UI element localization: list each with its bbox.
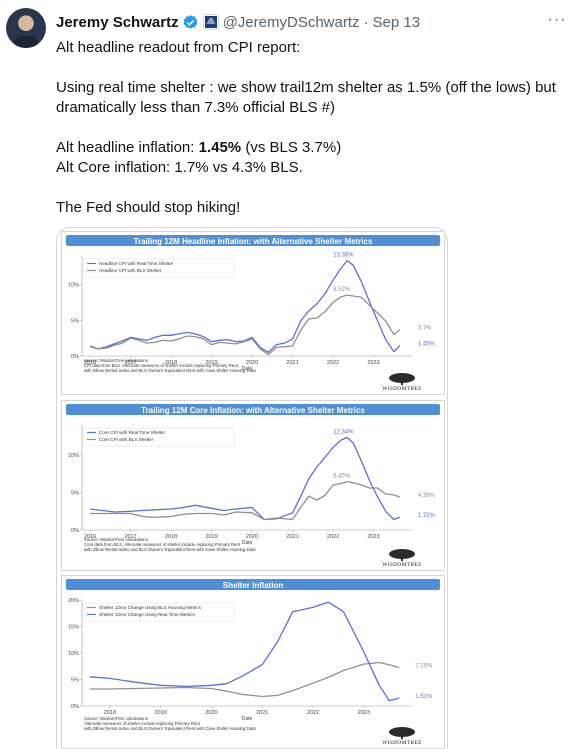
more-options-icon[interactable]: ··· bbox=[545, 9, 569, 31]
tweet-media[interactable]: Trailing 12M Headline Inflation: with Al… bbox=[56, 227, 448, 749]
chart-title: Shelter Inflation bbox=[223, 581, 284, 590]
y-tick-label: 5% bbox=[71, 491, 79, 497]
tweet-line: Using real time shelter : we show trail1… bbox=[56, 78, 571, 118]
data-label: 6.45% bbox=[333, 474, 351, 480]
source-note: with Zillow Rental Index and BLS Owners'… bbox=[84, 368, 256, 373]
y-tick-label: 0% bbox=[71, 354, 79, 360]
legend-label: Core CPI with BLS Shelter bbox=[99, 437, 154, 442]
author-name[interactable]: Jeremy Schwartz bbox=[56, 14, 179, 31]
tweet-line: The Fed should stop hiking! bbox=[56, 198, 571, 218]
data-label: 4.39% bbox=[418, 493, 436, 499]
tweet-line-bold: 1.45% bbox=[199, 139, 242, 156]
tweet-line: Alt headline readout from CPI report: bbox=[56, 38, 571, 58]
y-tick-label: 10% bbox=[68, 453, 79, 459]
y-tick-label: 10% bbox=[68, 651, 79, 657]
data-label: 8.52% bbox=[333, 287, 351, 293]
logo-text: WISDOMTREE bbox=[382, 562, 422, 568]
legend-label: Shelter 12mo Change Using BLS Housing Me… bbox=[99, 605, 202, 610]
series-line-2 bbox=[90, 482, 400, 520]
y-tick-label: 5% bbox=[71, 678, 79, 684]
source-note: with Zillow Rental Index and BLS Owners'… bbox=[84, 726, 256, 731]
x-tick-label: 2020 bbox=[205, 710, 217, 716]
logo-trunk bbox=[401, 735, 403, 739]
y-tick-label: 20% bbox=[68, 598, 79, 604]
logo-trunk bbox=[401, 381, 403, 385]
tweet-line: Alt Core inflation: 1.7% vs 4.3% BLS. bbox=[56, 158, 571, 178]
y-tick-label: 0% bbox=[71, 528, 79, 534]
legend-label: Headline CPI with Real Time Shelter bbox=[99, 261, 174, 266]
tweet-text: Alt headline readout from CPI report: Us… bbox=[56, 38, 571, 218]
chart-core: Trailing 12M Core Inflation: with Altern… bbox=[62, 401, 444, 570]
x-tick-label: 2022 bbox=[327, 534, 339, 540]
author-handle[interactable]: @JeremyDSchwartz bbox=[223, 14, 360, 31]
x-axis-label: Date bbox=[242, 540, 253, 546]
logo-text: WISDOMTREE bbox=[382, 386, 422, 392]
series-line-1 bbox=[90, 663, 400, 697]
wisdomtree-affiliate-icon[interactable] bbox=[203, 14, 219, 30]
logo-text: WISDOMTREE bbox=[382, 740, 422, 746]
x-tick-label: 2023 bbox=[367, 360, 379, 366]
x-tick-label: 2021 bbox=[286, 360, 298, 366]
x-axis-label: Date bbox=[242, 716, 253, 722]
chart-title: Trailing 12M Core Inflation: with Altern… bbox=[141, 406, 365, 415]
data-label: 1.45% bbox=[418, 342, 436, 348]
data-label: 1.72% bbox=[418, 513, 436, 519]
source-note: with Zillow Rental Index and BLS Owners'… bbox=[84, 547, 256, 552]
tweet-line: Alt headline inflation: 1.45% (vs BLS 3.… bbox=[56, 138, 571, 158]
x-tick-label: 2022 bbox=[307, 710, 319, 716]
chart-panel-core[interactable]: Trailing 12M Core Inflation: with Altern… bbox=[61, 400, 445, 571]
data-label: 13.36% bbox=[333, 253, 354, 259]
legend-label: Core CPI with Real Time Shelter bbox=[99, 430, 166, 435]
x-tick-label: 2022 bbox=[327, 360, 339, 366]
logo-trunk bbox=[401, 557, 403, 561]
tweet-line-prefix: Alt headline inflation: bbox=[56, 139, 199, 156]
y-tick-label: 15% bbox=[68, 625, 79, 631]
legend-label: Headline CPI with BLS Shelter bbox=[99, 268, 162, 273]
legend-label: Shelter 12mo Change Using Real Time Metr… bbox=[99, 612, 195, 617]
series-line-1 bbox=[90, 438, 400, 520]
x-tick-label: 2021 bbox=[286, 534, 298, 540]
x-tick-label: 2023 bbox=[367, 534, 379, 540]
chart-headline: Trailing 12M Headline Inflation: with Al… bbox=[62, 232, 444, 394]
y-tick-label: 0% bbox=[71, 704, 79, 710]
separator-dot: · bbox=[364, 14, 369, 31]
data-label: 3.7% bbox=[418, 326, 432, 332]
data-label: 12.34% bbox=[333, 429, 354, 435]
chart-panel-headline[interactable]: Trailing 12M Headline Inflation: with Al… bbox=[61, 231, 445, 395]
tweet-header: Jeremy Schwartz @JeremyDSchwartz · Sep 1… bbox=[56, 11, 569, 33]
y-tick-label: 10% bbox=[68, 283, 79, 289]
x-tick-label: 2023 bbox=[358, 710, 370, 716]
data-label: 1.51% bbox=[415, 694, 433, 700]
data-label: 7.25% bbox=[415, 664, 433, 670]
avatar[interactable] bbox=[6, 8, 46, 48]
x-tick-label: 2019 bbox=[155, 710, 167, 716]
verified-badge-icon[interactable] bbox=[182, 14, 199, 31]
y-tick-label: 5% bbox=[71, 318, 79, 324]
x-tick-label: 2021 bbox=[256, 710, 268, 716]
series-line-2 bbox=[90, 295, 400, 355]
tweet-line-suffix: (vs BLS 3.7%) bbox=[241, 139, 341, 156]
x-tick-label: 2019 bbox=[205, 534, 217, 540]
tweet-date[interactable]: Sep 13 bbox=[373, 14, 421, 31]
x-tick-label: 2018 bbox=[165, 534, 177, 540]
chart-title: Trailing 12M Headline Inflation: with Al… bbox=[134, 237, 373, 246]
